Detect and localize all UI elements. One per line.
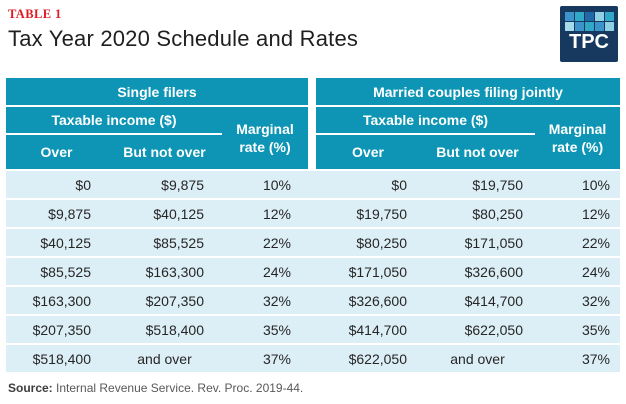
logo-square [584,12,594,21]
logo-square [594,12,604,21]
tpc-logo: TPC [560,6,618,62]
single-but-not-over: $163,300 [145,263,204,280]
single-filers-header: Single filers Taxable income ($) Over Bu… [6,78,308,169]
married-rate: 22% [581,234,610,251]
single-col-but-not-over: But not over [123,144,206,160]
married-but-not-over: $171,050 [464,234,523,251]
married-filers-header: Married couples filing jointly Taxable i… [316,78,620,169]
married-col-marginal-rate: Marginal rate (%) [548,120,607,155]
married-but-not-over: $19,750 [472,176,523,193]
married-income-group: Taxable income ($) Over But not over [316,107,535,169]
married-income-header: Taxable income ($) [316,107,535,135]
logo-square [584,22,594,31]
logo-text: TPC [569,31,609,53]
married-but-not-over: $326,600 [464,263,523,280]
logo-square [604,22,614,31]
married-but-not-over: $622,050 [464,321,523,338]
single-but-not-over: $40,125 [153,205,204,222]
married-over: $622,050 [348,350,407,367]
masthead: TABLE 1 Tax Year 2020 Schedule and Rates… [0,0,626,78]
single-but-not-over: $207,350 [145,292,204,309]
married-subheader: Taxable income ($) Over But not over Mar… [316,107,620,169]
married-over: $80,250 [356,234,407,251]
single-col-over: Over [40,144,73,160]
single-over: $85,525 [40,263,91,280]
married-rate: 10% [581,176,610,193]
table-row: $0 $9,875 10% $0 $19,750 10% [6,169,620,198]
married-col-but-not-over: But not over [436,144,519,160]
tax-rate-table: Single filers Taxable income ($) Over Bu… [6,78,620,372]
married-but-not-over: $414,700 [464,292,523,309]
married-over: $171,050 [348,263,407,280]
married-over: $326,600 [348,292,407,309]
married-over: $0 [391,176,407,193]
logo-square [604,12,614,21]
married-but-not-over: and over [450,350,505,367]
married-rate: 24% [581,263,610,280]
single-but-not-over: $85,525 [153,234,204,251]
logo-square [574,12,584,21]
single-column-labels: Over But not over [6,135,222,169]
single-rate: 10% [262,176,291,193]
single-col-marginal-rate: Marginal rate (%) [236,120,294,155]
single-but-not-over: $9,875 [161,176,204,193]
single-rate: 24% [262,263,291,280]
logo-square [564,12,574,21]
married-over: $19,750 [356,205,407,222]
table-row: $40,125 $85,525 22% $80,250 $171,050 22% [6,227,620,256]
table-label: TABLE 1 [8,7,62,21]
married-column-labels: Over But not over [316,135,535,169]
single-over: $163,300 [32,292,91,309]
table-row: $85,525 $163,300 24% $171,050 $326,600 2… [6,256,620,285]
section-title-single: Single filers [6,78,308,107]
married-col-over: Over [352,144,384,160]
single-but-not-over: and over [137,350,192,367]
single-over: $207,350 [32,321,91,338]
source-text: Internal Revenue Service. Rev. Proc. 201… [52,381,304,395]
table-row: $163,300 $207,350 32% $326,600 $414,700 … [6,285,620,314]
page-title: Tax Year 2020 Schedule and Rates [8,26,359,51]
section-title-married: Married couples filing jointly [316,78,620,107]
single-rate: 32% [262,292,291,309]
source-note: Source: Internal Revenue Service. Rev. P… [8,381,626,395]
logo-square [574,22,584,31]
source-label: Source: [8,381,53,395]
single-income-header: Taxable income ($) [6,107,222,135]
table-body: $0 $9,875 10% $0 $19,750 10% $9,875 $40,… [6,169,620,372]
single-rate: 35% [262,321,291,338]
table-row: $207,350 $518,400 35% $414,700 $622,050 … [6,314,620,343]
logo-square [564,22,574,31]
single-but-not-over: $518,400 [145,321,204,338]
single-rate: 22% [262,234,291,251]
married-rate: 37% [581,350,610,367]
logo-grid-icon [564,12,614,31]
single-rate: 12% [262,205,291,222]
table-row: $518,400 and over 37% $622,050 and over … [6,343,620,372]
married-over: $414,700 [348,321,407,338]
married-but-not-over: $80,250 [472,205,523,222]
single-over: $518,400 [32,350,91,367]
married-rate: 12% [581,205,610,222]
table-row: $9,875 $40,125 12% $19,750 $80,250 12% [6,198,620,227]
married-rate: 35% [581,321,610,338]
logo-square [594,22,604,31]
table-header: Single filers Taxable income ($) Over Bu… [6,78,620,169]
single-rate: 37% [262,350,291,367]
single-subheader: Taxable income ($) Over But not over Mar… [6,107,308,169]
single-over: $0 [75,176,91,193]
single-over: $9,875 [48,205,91,222]
single-income-group: Taxable income ($) Over But not over [6,107,222,169]
married-rate: 32% [581,292,610,309]
single-over: $40,125 [40,234,91,251]
